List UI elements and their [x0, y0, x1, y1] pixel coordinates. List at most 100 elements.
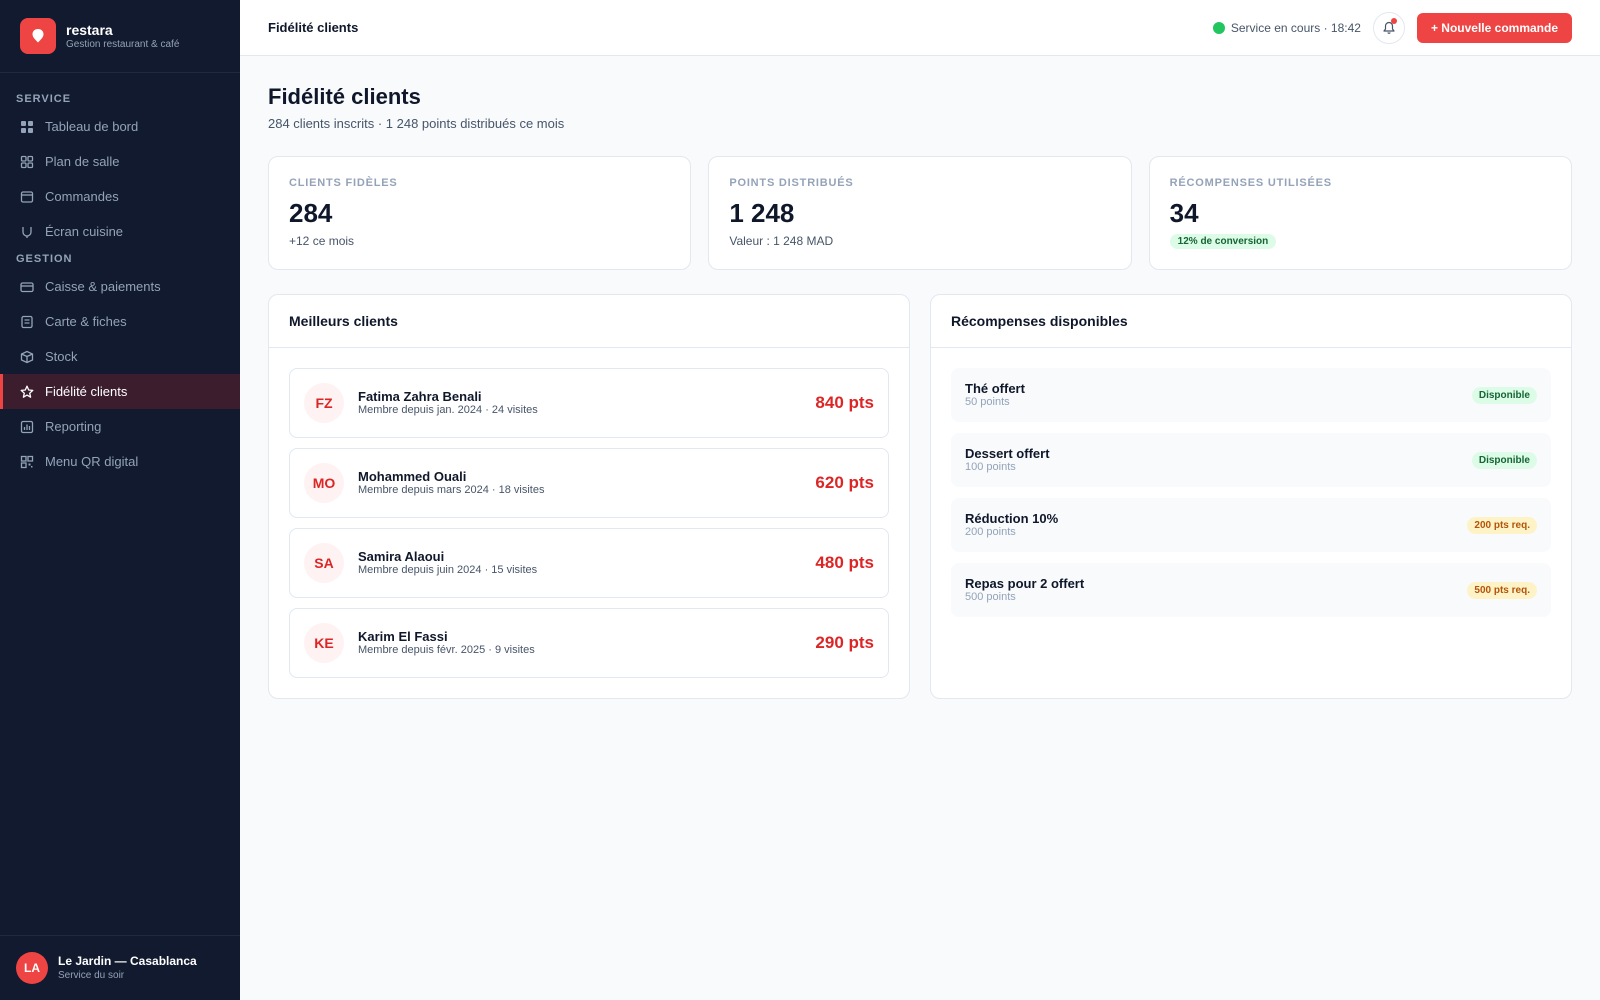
rewards-panel: Récompenses disponibles Thé offert 50 po…	[930, 294, 1572, 699]
sidebar-item-menu-cards[interactable]: Carte & fiches	[0, 304, 240, 339]
avatar: SA	[304, 543, 344, 583]
restaurant-switcher[interactable]: LA Le Jardin — Casablanca Service du soi…	[0, 935, 240, 1000]
service-status-text: Service en cours · 18:42	[1230, 20, 1361, 35]
nav-section-service: SERVICE	[16, 93, 72, 105]
sidebar-item-label: Menu QR digital	[45, 454, 139, 469]
status-badge: 200 pts req.	[1467, 516, 1537, 534]
floor-plan-icon	[20, 155, 34, 169]
page-title: Fidélité clients	[268, 84, 421, 109]
avatar: LA	[16, 952, 48, 984]
list-item[interactable]: MO Mohammed Ouali Membre depuis mars 202…	[289, 448, 889, 518]
sidebar-item-label: Tableau de bord	[45, 119, 139, 134]
topbar: Fidélité clients Service en cours · 18:4…	[240, 0, 1600, 56]
grid-icon	[20, 120, 34, 134]
sidebar-item-kitchen[interactable]: Écran cuisine	[0, 214, 240, 249]
status-badge: Disponible	[1471, 386, 1537, 404]
client-name: Fatima Zahra Benali	[358, 389, 482, 404]
service-status: Service en cours · 18:42	[1212, 20, 1361, 35]
client-meta: Membre depuis mars 2024 · 18 visites	[358, 484, 545, 496]
panel-title: Récompenses disponibles	[931, 295, 1571, 348]
orders-icon	[20, 190, 34, 204]
reward-name: Réduction 10%	[965, 511, 1059, 526]
stat-card-loyal-clients: CLIENTS FIDÈLES 284 +12 ce mois	[268, 156, 692, 270]
reward-points: 500 points	[965, 591, 1016, 603]
sidebar-item-loyalty[interactable]: Fidélité clients	[0, 374, 240, 409]
stat-card-points: POINTS DISTRIBUÉS 1 248 Valeur : 1 248 M…	[708, 156, 1132, 270]
sidebar-item-label: Stock	[45, 349, 78, 364]
conversion-badge: 12% de conversion	[1169, 234, 1277, 249]
stat-label: POINTS DISTRIBUÉS	[729, 177, 854, 189]
client-points: 480 pts	[815, 553, 874, 572]
list-item[interactable]: Dessert offert 100 points Disponible	[951, 433, 1551, 487]
brand-subtitle: Gestion restaurant & café	[66, 38, 180, 50]
notification-dot	[1390, 17, 1397, 24]
client-meta: Membre depuis juin 2024 · 15 visites	[358, 564, 538, 576]
list-item[interactable]: Réduction 10% 200 points 200 pts req.	[951, 498, 1551, 552]
topbar-title: Fidélité clients	[268, 20, 359, 35]
panels-row: Meilleurs clients FZ Fatima Zahra Benali…	[268, 294, 1572, 699]
list-item[interactable]: Repas pour 2 offert 500 points 500 pts r…	[951, 563, 1551, 617]
reward-name: Dessert offert	[965, 446, 1050, 461]
logo-icon	[20, 18, 56, 54]
reward-name: Thé offert	[965, 381, 1025, 396]
stat-sub: Valeur : 1 248 MAD	[729, 234, 834, 248]
sidebar-item-label: Écran cuisine	[45, 224, 124, 239]
stat-value: 34	[1169, 198, 1199, 228]
qr-icon	[20, 455, 34, 469]
sidebar-item-label: Carte & fiches	[45, 314, 127, 329]
sidebar-item-reporting[interactable]: Reporting	[0, 409, 240, 444]
panel-title: Meilleurs clients	[269, 295, 909, 348]
reward-points: 200 points	[965, 526, 1016, 538]
nav-section-gestion: GESTION	[16, 253, 73, 265]
chart-icon	[20, 420, 34, 434]
sidebar: restara Gestion restaurant & café SERVIC…	[0, 0, 240, 1000]
list-item[interactable]: KE Karim El Fassi Membre depuis févr. 20…	[289, 608, 889, 678]
sidebar-item-floor-plan[interactable]: Plan de salle	[0, 144, 240, 179]
sidebar-item-orders[interactable]: Commandes	[0, 179, 240, 214]
stats-row: CLIENTS FIDÈLES 284 +12 ce mois POINTS D…	[268, 156, 1572, 270]
star-icon	[20, 385, 34, 399]
top-clients-panel: Meilleurs clients FZ Fatima Zahra Benali…	[268, 294, 910, 699]
list-item[interactable]: Thé offert 50 points Disponible	[951, 368, 1551, 422]
client-points: 290 pts	[815, 633, 874, 652]
brand[interactable]: restara Gestion restaurant & café	[0, 0, 240, 73]
menu-card-icon	[20, 315, 34, 329]
sidebar-item-label: Reporting	[45, 419, 102, 434]
stat-label: CLIENTS FIDÈLES	[289, 177, 398, 189]
sidebar-item-label: Plan de salle	[45, 154, 120, 169]
list-item[interactable]: SA Samira Alaoui Membre depuis juin 2024…	[289, 528, 889, 598]
client-name: Karim El Fassi	[358, 629, 448, 644]
sidebar-item-label: Caisse & paiements	[45, 279, 161, 294]
stat-value: 1 248	[729, 198, 795, 228]
stat-label: RÉCOMPENSES UTILISÉES	[1169, 177, 1332, 189]
avatar: FZ	[304, 383, 344, 423]
status-dot-icon	[1212, 21, 1225, 34]
sidebar-item-qr-menu[interactable]: Menu QR digital	[0, 444, 240, 479]
notifications-button[interactable]	[1372, 11, 1405, 44]
reward-name: Repas pour 2 offert	[965, 576, 1085, 591]
avatar: KE	[304, 623, 344, 663]
status-badge: Disponible	[1471, 451, 1537, 469]
brand-name: restara	[66, 21, 113, 38]
box-icon	[20, 350, 34, 364]
client-points: 620 pts	[815, 473, 874, 492]
stat-sub: +12 ce mois	[289, 234, 355, 248]
sidebar-item-payments[interactable]: Caisse & paiements	[0, 269, 240, 304]
client-meta: Membre depuis févr. 2025 · 9 visites	[358, 644, 535, 656]
reward-points: 100 points	[965, 461, 1016, 473]
kitchen-icon	[20, 225, 34, 239]
sidebar-item-label: Fidélité clients	[45, 384, 128, 399]
sidebar-item-stock[interactable]: Stock	[0, 339, 240, 374]
restaurant-name: Le Jardin — Casablanca	[58, 954, 197, 968]
new-order-button[interactable]: + Nouvelle commande	[1416, 12, 1572, 43]
sidebar-item-label: Commandes	[45, 189, 119, 204]
page-subtitle: 284 clients inscrits · 1 248 points dist…	[268, 116, 565, 131]
list-item[interactable]: FZ Fatima Zahra Benali Membre depuis jan…	[289, 368, 889, 438]
stat-value: 284	[289, 198, 333, 228]
status-badge: 500 pts req.	[1467, 581, 1537, 599]
stat-card-rewards-used: RÉCOMPENSES UTILISÉES 34 12% de conversi…	[1148, 156, 1572, 270]
client-name: Mohammed Ouali	[358, 469, 467, 484]
reward-points: 50 points	[965, 396, 1010, 408]
sidebar-item-dashboard[interactable]: Tableau de bord	[0, 109, 240, 144]
card-icon	[20, 280, 34, 294]
